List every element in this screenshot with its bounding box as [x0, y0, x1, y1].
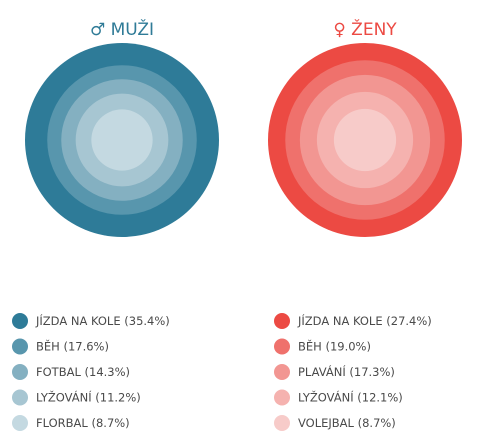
- chart-title: ♂ MUŽI: [90, 18, 154, 40]
- legend-label: JÍZDA NA KOLE (27.4%): [297, 313, 432, 328]
- legend-category: VOLEJBAL: [298, 416, 355, 430]
- legend-label: BĚH (17.6%): [36, 338, 109, 353]
- legend-dot: [12, 313, 28, 329]
- legend-dot: [274, 313, 290, 329]
- legend-label: LYŽOVÁNÍ (12.1%): [298, 389, 403, 404]
- legend-label: FLORBAL (8.7%): [36, 416, 130, 430]
- legend-label: VOLEJBAL (8.7%): [298, 416, 396, 430]
- legend-value: (17.6%): [63, 339, 109, 353]
- legend-value: (11.2%): [95, 390, 141, 404]
- legend-dot: [274, 415, 290, 431]
- legend-label: JÍZDA NA KOLE (35.4%): [35, 313, 170, 328]
- legend-dot: [274, 389, 290, 406]
- legend-dot: [12, 415, 28, 431]
- legend-label: PLAVÁNÍ (17.3%): [298, 364, 395, 379]
- legend-category: JÍZDA NA KOLE: [297, 313, 383, 328]
- legend-label: BĚH (19.0%): [298, 338, 371, 353]
- legend-category: FOTBAL: [36, 365, 81, 379]
- legend-value: (35.4%): [124, 314, 170, 328]
- legend-category: LYŽOVÁNÍ: [36, 389, 92, 404]
- legend-label: FOTBAL (14.3%): [36, 365, 130, 379]
- legend-value: (17.3%): [349, 365, 395, 379]
- legend-dot: [274, 338, 290, 355]
- legend-value: (8.7%): [91, 416, 129, 430]
- chart-title: ♀ ŽENY: [333, 18, 397, 40]
- legend-dot: [12, 338, 28, 355]
- legend-value: (12.1%): [357, 390, 403, 404]
- ring: [91, 109, 153, 171]
- legend-category: PLAVÁNÍ: [298, 364, 346, 379]
- legend-dot: [12, 389, 28, 406]
- ring: [333, 108, 397, 172]
- legend-dot: [12, 364, 28, 380]
- legend-value: (14.3%): [85, 365, 131, 379]
- legend-value: (8.7%): [358, 416, 396, 430]
- legend-category: BĚH: [298, 338, 322, 353]
- legend-value: (27.4%): [386, 314, 432, 328]
- legend-category: LYŽOVÁNÍ: [298, 389, 354, 404]
- legend-category: BĚH: [36, 338, 60, 353]
- legend-value: (19.0%): [325, 339, 371, 353]
- legend-category: FLORBAL: [36, 416, 88, 430]
- legend-category: JÍZDA NA KOLE: [35, 313, 121, 328]
- legend-dot: [274, 364, 290, 380]
- legend-label: LYŽOVÁNÍ (11.2%): [36, 389, 141, 404]
